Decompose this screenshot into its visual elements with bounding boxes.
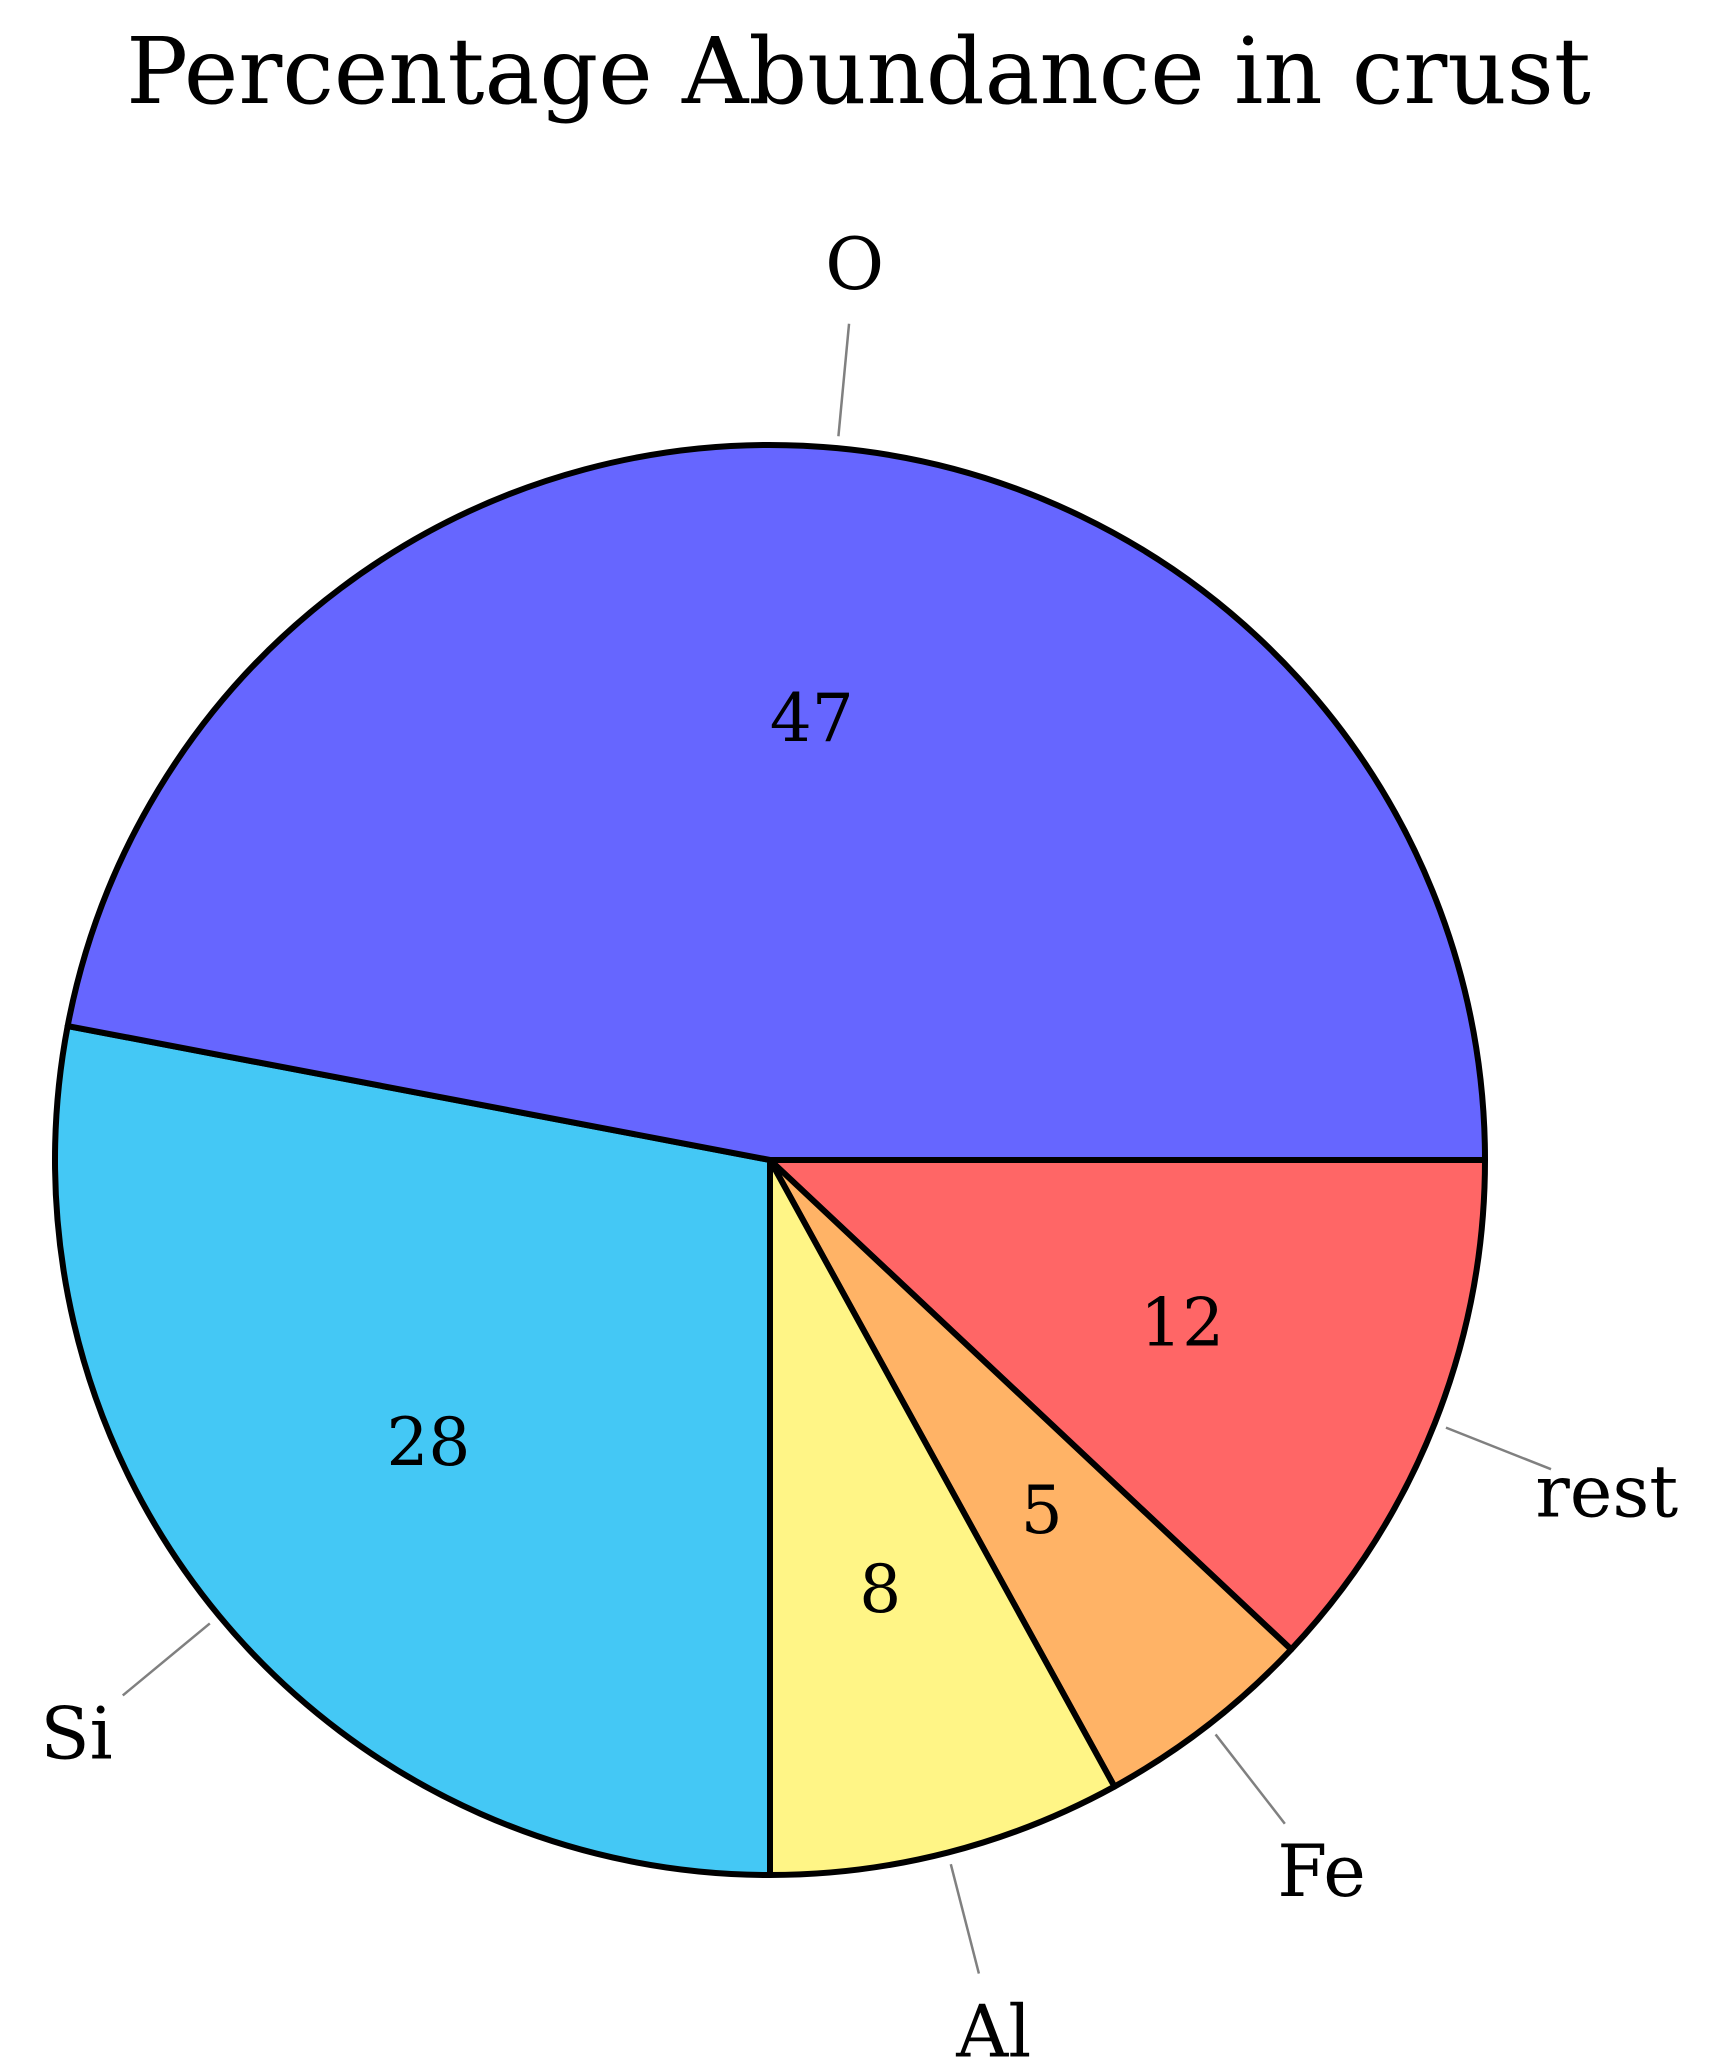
value-label-fe: 5 (1021, 1472, 1063, 1549)
leader-line-o (837, 323, 851, 437)
leader-lines (121, 323, 1552, 1974)
pie-labels: 12 rest 5 Fe 8 Al 28 Si 47 O (40, 222, 1678, 2059)
pie-slice-rest (767, 1157, 1488, 1653)
pie-slice-si (52, 1023, 773, 1878)
chart-title: Percentage Abundance in crust (126, 18, 1591, 125)
leader-line-fe (1214, 1733, 1286, 1825)
leader-line-al (949, 1863, 981, 1974)
pie-slice-o (64, 442, 1488, 1163)
pie-slice-fe (767, 1157, 1295, 1790)
value-label-si: 28 (386, 1404, 470, 1481)
pie-slice-al (767, 1157, 1118, 1878)
leader-line-si (121, 1622, 211, 1697)
value-label-o: 47 (770, 680, 854, 757)
category-label-fe: Fe (1277, 1829, 1366, 1913)
category-label-o: O (825, 222, 884, 306)
pie-slices (52, 442, 1488, 1878)
value-label-al: 8 (859, 1551, 901, 1628)
category-label-si: Si (40, 1692, 112, 1776)
category-label-rest: rest (1535, 1449, 1678, 1533)
leader-line-rest (1445, 1426, 1552, 1471)
category-label-al: Al (955, 1990, 1031, 2059)
value-label-rest: 12 (1140, 1285, 1224, 1362)
